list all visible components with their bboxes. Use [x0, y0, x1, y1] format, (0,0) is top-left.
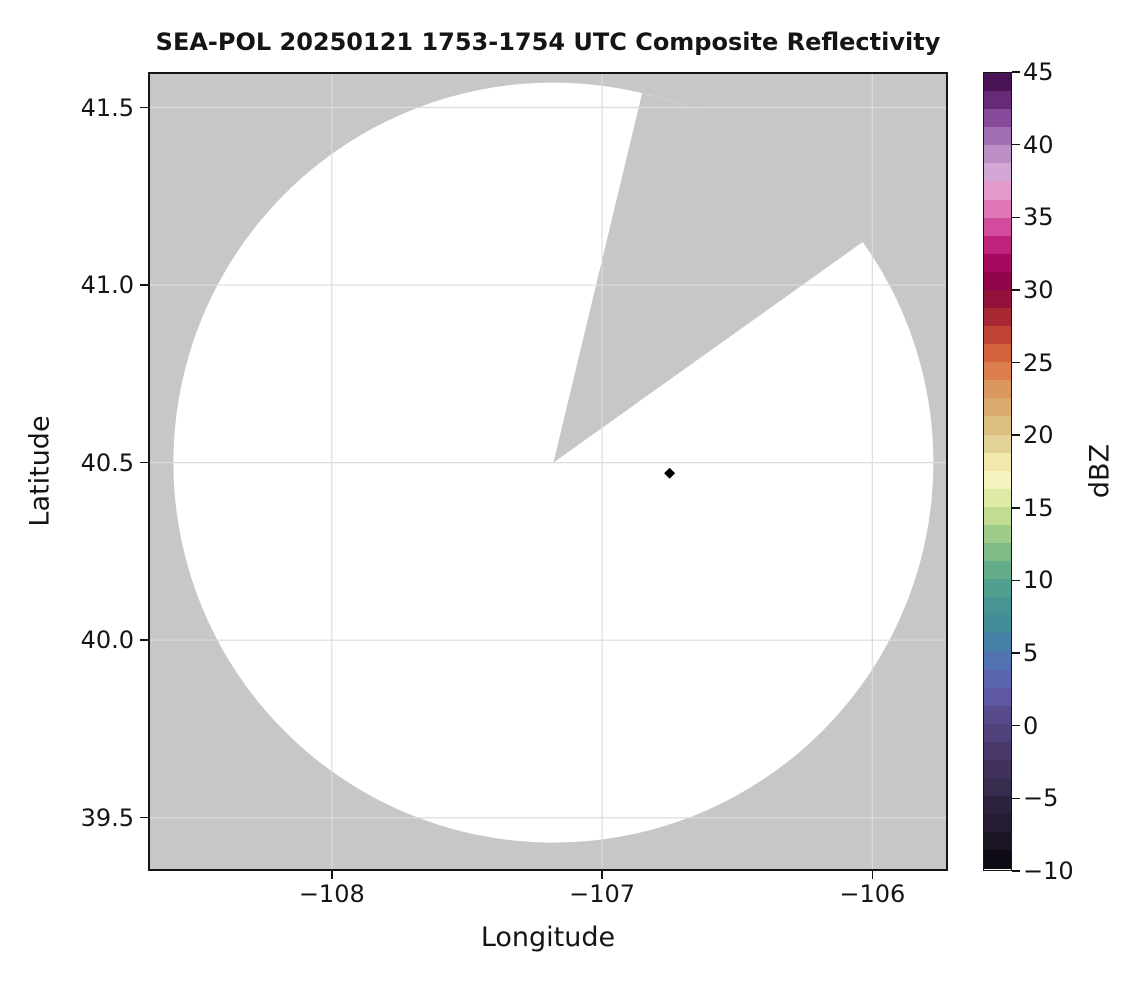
colorbar-tick: [1012, 652, 1020, 654]
colorbar-tick-label: 45: [1023, 58, 1054, 86]
colorbar-band: [984, 832, 1011, 851]
colorbar-tick: [1012, 143, 1020, 146]
colorbar-band: [984, 362, 1011, 381]
colorbar-band: [984, 687, 1011, 707]
y-tick-label: 39.5: [80, 803, 134, 832]
colorbar-band: [984, 470, 1011, 490]
colorbar-band: [984, 145, 1011, 164]
colorbar-band: [984, 91, 1011, 110]
colorbar-tick-label: 30: [1023, 275, 1054, 304]
colorbar-tick-label: −10: [1023, 857, 1074, 885]
colorbar-tick: [1012, 289, 1020, 291]
plot-border: [148, 72, 948, 871]
page-title: SEA-POL 20250121 1753-1754 UTC Composite…: [155, 28, 941, 56]
colorbar-band: [984, 452, 1011, 472]
y-axis-tick: [140, 284, 148, 286]
colorbar-band: [984, 181, 1011, 201]
colorbar-tick: [1012, 361, 1020, 364]
colorbar-tick-label: 15: [1023, 493, 1054, 522]
colorbar-band: [984, 163, 1011, 182]
colorbar-band: [984, 579, 1011, 598]
x-tick-label: −107: [569, 880, 635, 908]
x-axis-tick: [601, 871, 603, 879]
colorbar: [983, 72, 1012, 871]
colorbar-band: [984, 199, 1011, 219]
colorbar-band: [984, 344, 1011, 363]
colorbar-label: dBZ: [1084, 443, 1116, 499]
colorbar-tick: [1012, 870, 1020, 872]
colorbar-band: [984, 235, 1011, 255]
colorbar-tick-label: 25: [1023, 348, 1054, 377]
y-axis-tick: [140, 461, 148, 464]
colorbar-band: [984, 416, 1011, 436]
colorbar-band: [984, 561, 1011, 580]
colorbar-band: [984, 651, 1011, 671]
colorbar-band: [984, 488, 1011, 508]
y-tick-label: 40.0: [80, 626, 134, 655]
colorbar-tick-label: 10: [1023, 566, 1054, 595]
colorbar-tick-label: −5: [1023, 784, 1059, 813]
colorbar-tick-label: 40: [1023, 130, 1054, 159]
colorbar-tick-label: 20: [1023, 421, 1054, 450]
colorbar-band: [984, 127, 1011, 146]
y-tick-label: 40.5: [80, 448, 134, 477]
colorbar-band: [984, 289, 1011, 309]
colorbar-band: [984, 434, 1011, 454]
y-tick-label: 41.0: [80, 271, 134, 300]
colorbar-band: [984, 814, 1011, 833]
colorbar-band: [984, 723, 1011, 743]
missing-data-wedge: [553, 93, 863, 463]
colorbar-tick: [1012, 507, 1020, 509]
y-axis-tick: [140, 639, 148, 641]
plot-canvas: [148, 72, 948, 871]
colorbar-band: [984, 109, 1011, 128]
colorbar-band: [984, 669, 1011, 689]
colorbar-band: [984, 506, 1011, 526]
colorbar-band: [984, 326, 1011, 345]
plot-area: [148, 72, 948, 871]
echo-point-marker: [664, 467, 676, 479]
colorbar-band: [984, 796, 1011, 815]
colorbar-band: [984, 850, 1011, 869]
colorbar-tick: [1012, 579, 1020, 582]
colorbar-tick: [1012, 724, 1020, 727]
colorbar-band: [984, 524, 1011, 544]
x-axis-label: Longitude: [480, 922, 616, 953]
colorbar-tick-label: 0: [1023, 711, 1039, 740]
colorbar-band: [984, 217, 1011, 237]
colorbar-band: [984, 253, 1011, 273]
colorbar-band: [984, 633, 1011, 652]
x-tick-label: −106: [839, 880, 906, 908]
colorbar-band: [984, 741, 1011, 761]
colorbar-band: [984, 308, 1011, 327]
colorbar-tick: [1012, 71, 1020, 73]
y-tick-label: 41.5: [80, 93, 134, 122]
colorbar-band: [984, 271, 1011, 291]
x-tick-label: −108: [298, 880, 365, 908]
x-axis-tick: [871, 871, 874, 879]
y-axis-tick: [140, 106, 148, 109]
colorbar-band: [984, 543, 1011, 562]
colorbar-band: [984, 615, 1011, 634]
x-axis-tick: [331, 871, 333, 879]
colorbar-tick-label: 35: [1023, 203, 1054, 232]
colorbar-band: [984, 759, 1011, 779]
grid-lines: [148, 72, 948, 871]
colorbar-band: [984, 597, 1011, 616]
colorbar-gradient: [984, 73, 1011, 870]
colorbar-band: [984, 778, 1011, 797]
colorbar-band: [984, 398, 1011, 417]
y-axis-tick: [140, 816, 148, 819]
colorbar-band: [984, 73, 1011, 92]
colorbar-tick: [1012, 797, 1020, 800]
colorbar-tick: [1012, 434, 1020, 436]
colorbar-band: [984, 705, 1011, 725]
colorbar-tick: [1012, 216, 1020, 219]
colorbar-tick-label: 5: [1023, 639, 1039, 668]
colorbar-band: [984, 380, 1011, 399]
